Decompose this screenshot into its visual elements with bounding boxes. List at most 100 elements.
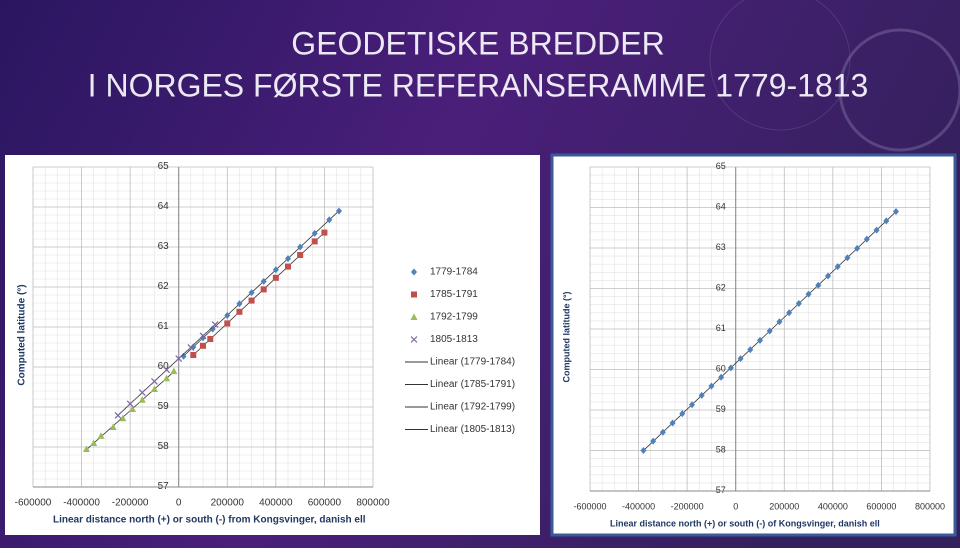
point	[285, 255, 291, 263]
point	[114, 411, 122, 419]
y-tick-label: 61	[716, 323, 726, 333]
point	[698, 391, 705, 399]
point	[260, 277, 267, 285]
y-tick-label: 65	[716, 161, 726, 171]
y-tick-label: 59	[716, 404, 726, 414]
point	[97, 432, 105, 439]
x-tick-label: -600000	[573, 501, 606, 511]
y-tick-label: 65	[158, 161, 170, 172]
point	[893, 208, 899, 216]
point	[163, 374, 171, 382]
x-tick-label: 800000	[356, 498, 390, 509]
legend-label: Linear (1779-1784)	[430, 357, 515, 368]
chart-panel	[5, 155, 540, 535]
point	[272, 274, 279, 281]
point	[834, 263, 841, 271]
point	[786, 309, 793, 317]
point	[119, 414, 127, 422]
x-tick-label: 0	[733, 501, 738, 511]
point	[200, 334, 206, 342]
x-tick-label: 400000	[259, 498, 293, 509]
point	[236, 308, 243, 315]
y-tick-label: 58	[716, 444, 726, 454]
point	[272, 266, 279, 274]
y-tick-label: 64	[716, 201, 726, 211]
x-tick-label: -200000	[112, 498, 149, 509]
legend-label: Linear (1805-1813)	[430, 424, 515, 435]
x-tick-label: 200000	[211, 498, 245, 509]
y-tick-label: 62	[158, 281, 170, 292]
x-axis-title: Linear distance north (+) or south (-) o…	[610, 518, 880, 528]
point	[236, 300, 243, 308]
point	[209, 325, 216, 333]
point	[727, 364, 734, 372]
point	[285, 263, 291, 270]
point	[297, 243, 304, 251]
point	[126, 400, 134, 408]
x-tick-label: 0	[176, 498, 182, 509]
legend-label: Linear (1785-1791)	[430, 379, 515, 390]
legend-marker	[410, 313, 418, 320]
point	[211, 321, 219, 329]
point	[248, 297, 255, 304]
point	[757, 336, 763, 344]
point	[650, 437, 657, 445]
slide-title: GEODETISKE BREDDER	[291, 25, 664, 61]
point	[854, 244, 861, 252]
legend-label: Linear (1792-1799)	[430, 402, 515, 413]
point	[190, 352, 197, 358]
y-tick-label: 59	[158, 401, 170, 412]
point	[82, 445, 90, 452]
x-tick-label: 600000	[308, 498, 342, 509]
legend-label: 1805-1813	[430, 334, 478, 345]
point	[224, 311, 231, 319]
point	[689, 401, 695, 409]
point	[669, 419, 676, 427]
y-tick-label: 63	[158, 241, 170, 252]
point	[248, 289, 255, 297]
y-tick-label: 60	[158, 361, 170, 372]
legend-marker	[410, 336, 418, 343]
y-tick-label: 57	[716, 485, 726, 495]
point	[326, 216, 333, 224]
y-axis-title: Computed latitude (°)	[17, 284, 28, 385]
point	[737, 355, 744, 363]
x-tick-label: 800000	[915, 501, 945, 511]
legend-marker	[411, 268, 417, 276]
legend-label: 1792-1799	[430, 312, 478, 323]
point	[129, 405, 137, 412]
point	[163, 366, 170, 374]
point	[336, 207, 342, 215]
point	[795, 299, 802, 307]
legend-label: 1779-1784	[430, 267, 478, 278]
y-tick-label: 64	[158, 201, 170, 212]
point	[708, 382, 715, 390]
point	[180, 352, 187, 360]
point	[718, 373, 725, 381]
point	[805, 290, 812, 298]
x-tick-label: -400000	[63, 498, 100, 509]
y-axis-title: Computed latitude (°)	[561, 291, 571, 382]
point	[776, 318, 783, 326]
point	[311, 229, 318, 237]
point	[844, 254, 851, 262]
x-tick-label: -400000	[622, 501, 655, 511]
point	[150, 385, 158, 392]
point	[224, 320, 231, 327]
point	[207, 336, 214, 342]
point	[187, 343, 195, 351]
point	[200, 342, 206, 349]
point	[199, 332, 207, 340]
x-tick-label: 400000	[818, 501, 848, 511]
point	[863, 235, 870, 243]
point	[679, 410, 686, 418]
point	[873, 226, 880, 234]
point	[90, 439, 98, 446]
legend-label: 1785-1791	[430, 289, 478, 300]
x-tick-label: 600000	[866, 501, 896, 511]
point	[640, 447, 647, 454]
y-tick-label: 62	[716, 282, 726, 292]
point	[297, 252, 304, 258]
point	[151, 377, 158, 385]
